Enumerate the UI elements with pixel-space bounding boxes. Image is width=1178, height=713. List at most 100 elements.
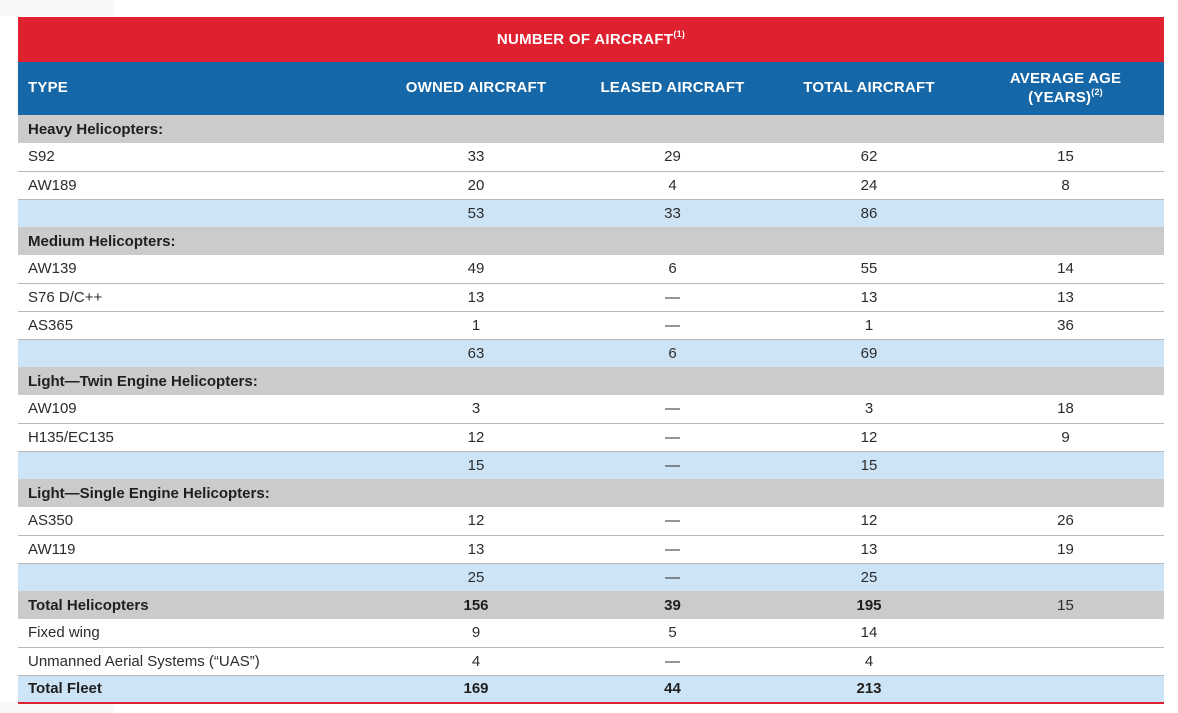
- cell-label: [18, 451, 378, 479]
- cell-age: [967, 115, 1165, 143]
- cell-age: 18: [967, 395, 1165, 424]
- data-row: H135/EC135 12—12 9: [18, 423, 1165, 452]
- cell-label: AS350: [18, 507, 378, 536]
- cell-leased: —: [574, 507, 771, 536]
- data-row: S76 D/C++ 13—13 13: [18, 283, 1165, 312]
- cell-leased: —: [574, 311, 771, 340]
- cell-owned: 156: [378, 591, 574, 619]
- cell-total: 213: [771, 675, 967, 704]
- cell-total: 4: [771, 647, 967, 676]
- cell-total: [771, 367, 967, 395]
- cell-label: [18, 339, 378, 367]
- cell-label: Unmanned Aerial Systems (“UAS”): [18, 647, 378, 676]
- cell-leased: 6: [574, 339, 771, 367]
- cell-leased: —: [574, 451, 771, 479]
- cell-owned: 25: [378, 563, 574, 591]
- cell-total: 13: [771, 535, 967, 564]
- cell-total: 14: [771, 619, 967, 648]
- data-row: AW109 3—3 18: [18, 395, 1165, 424]
- cell-total: [771, 479, 967, 507]
- cell-age: 36: [967, 311, 1165, 340]
- cell-leased: 39: [574, 591, 771, 619]
- cell-leased: —: [574, 395, 771, 424]
- column-header-average-age: AVERAGE AGE (YEARS)(2): [967, 62, 1165, 115]
- section-header-row: Medium Helicopters:: [18, 227, 1165, 255]
- data-row: AW189 20 4 24 8: [18, 171, 1165, 200]
- cell-age: [967, 199, 1165, 227]
- cell-total: 86: [771, 199, 967, 227]
- section-header-row: Light—Twin Engine Helicopters:: [18, 367, 1165, 395]
- cell-label: AW139: [18, 255, 378, 284]
- column-header-owned-aircraft: OWNED AIRCRAFT: [378, 62, 574, 115]
- table-title: NUMBER OF AIRCRAFT: [496, 31, 674, 48]
- cell-label: AS365: [18, 311, 378, 340]
- cell-total: 3: [771, 395, 967, 424]
- data-row: AS350 12—12 26: [18, 507, 1165, 536]
- cell-age: [967, 451, 1165, 479]
- cell-age: [967, 647, 1165, 676]
- cell-total: 62: [771, 143, 967, 172]
- cell-leased: 44: [574, 675, 771, 704]
- cell-leased: [574, 115, 771, 143]
- cell-age: [967, 563, 1165, 591]
- cell-label: Heavy Helicopters:: [18, 115, 378, 143]
- cell-leased: —: [574, 423, 771, 452]
- column-header-total-aircraft: TOTAL AIRCRAFT: [771, 62, 967, 115]
- cell-owned: 12: [378, 507, 574, 536]
- cell-label: Total Fleet: [18, 675, 378, 704]
- cell-total: 12: [771, 423, 967, 452]
- cell-total: 25: [771, 563, 967, 591]
- cell-leased: —: [574, 647, 771, 676]
- total-helicopters-row: Total Helicopters 156 39 195 15: [18, 591, 1165, 619]
- cell-label: Light—Single Engine Helicopters:: [18, 479, 378, 507]
- cell-age: 13: [967, 283, 1165, 312]
- cell-owned: [378, 227, 574, 255]
- cell-total: 24: [771, 171, 967, 200]
- cell-leased: 29: [574, 143, 771, 172]
- cell-owned: [378, 115, 574, 143]
- cell-total: 55: [771, 255, 967, 284]
- cell-label: S76 D/C++: [18, 283, 378, 312]
- cell-age: 19: [967, 535, 1165, 564]
- cell-owned: 9: [378, 619, 574, 648]
- cell-label: [18, 199, 378, 227]
- cell-label: Light—Twin Engine Helicopters:: [18, 367, 378, 395]
- data-row: S92 33 29 62 15: [18, 143, 1165, 172]
- cell-owned: 1: [378, 311, 574, 340]
- cell-age: [967, 227, 1165, 255]
- cell-label: AW119: [18, 535, 378, 564]
- data-row: Unmanned Aerial Systems (“UAS”) 4—4: [18, 647, 1165, 676]
- page-edge-artifact-bottom: [0, 702, 114, 713]
- cell-leased: [574, 479, 771, 507]
- cell-age: [967, 675, 1165, 704]
- cell-label: AW109: [18, 395, 378, 424]
- subtotal-row: 53 33 86: [18, 199, 1165, 227]
- aircraft-fleet-table: NUMBER OF AIRCRAFT(1) TYPE OWNED AIRCRAF…: [18, 17, 1165, 704]
- cell-leased: 33: [574, 199, 771, 227]
- cell-total: 195: [771, 591, 967, 619]
- cell-owned: 3: [378, 395, 574, 424]
- average-age-footnote-marker: (2): [1091, 86, 1103, 97]
- cell-owned: 49: [378, 255, 574, 284]
- cell-age: [967, 619, 1165, 648]
- data-row: AS365 1—1 36: [18, 311, 1165, 340]
- cell-label: [18, 563, 378, 591]
- cell-label: Fixed wing: [18, 619, 378, 648]
- subtotal-row: 15—15: [18, 451, 1165, 479]
- cell-leased: 6: [574, 255, 771, 284]
- cell-age: 14: [967, 255, 1165, 284]
- cell-owned: 53: [378, 199, 574, 227]
- column-header-type: TYPE: [18, 62, 378, 115]
- cell-age: 26: [967, 507, 1165, 536]
- cell-owned: 20: [378, 171, 574, 200]
- cell-leased: —: [574, 283, 771, 312]
- cell-owned: 4: [378, 647, 574, 676]
- cell-label: AW189: [18, 171, 378, 200]
- table-title-cell: NUMBER OF AIRCRAFT(1): [18, 17, 1165, 62]
- cell-owned: 13: [378, 535, 574, 564]
- cell-leased: 5: [574, 619, 771, 648]
- cell-label: H135/EC135: [18, 423, 378, 452]
- cell-age: [967, 479, 1165, 507]
- total-fleet-row: Total Fleet 169 44 213: [18, 675, 1165, 704]
- cell-total: 69: [771, 339, 967, 367]
